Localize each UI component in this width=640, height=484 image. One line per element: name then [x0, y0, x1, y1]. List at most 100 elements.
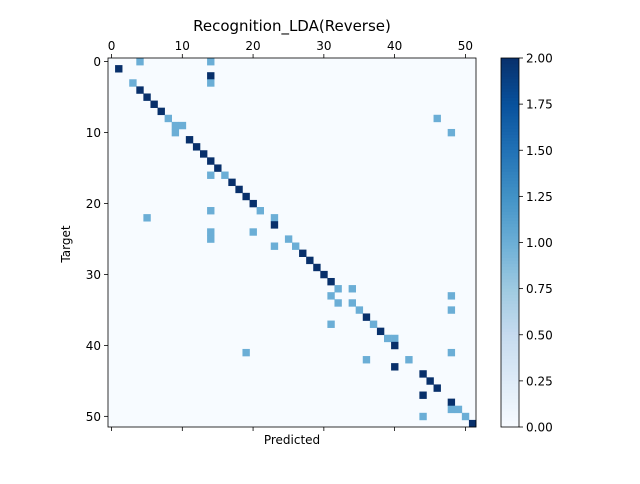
colorbar-gradient-step: [501, 205, 519, 210]
colorbar-gradient-step: [501, 131, 519, 136]
colorbar-gradient-step: [501, 156, 519, 160]
heatmap-cell: [207, 228, 215, 236]
colorbar-tick-label: 0.75: [526, 282, 553, 296]
heatmap-cell: [447, 128, 456, 137]
heatmap-cell: [136, 58, 144, 66]
colorbar-gradient-step: [501, 359, 519, 363]
colorbar-gradient-step: [501, 122, 519, 127]
heatmap-cell: [129, 79, 137, 87]
heatmap-cell: [369, 320, 378, 328]
colorbar-gradient-step: [501, 362, 519, 366]
heatmap-cell: [391, 334, 399, 343]
colorbar-tick-label: 1.50: [526, 144, 553, 158]
colorbar-gradient-step: [501, 331, 519, 336]
colorbar-gradient-step: [501, 202, 519, 207]
heatmap-cell: [447, 306, 456, 314]
heatmap-cell: [391, 363, 399, 371]
colorbar-gradient-step: [501, 297, 519, 302]
heatmap-cell: [391, 341, 399, 350]
colorbar-gradient-step: [501, 380, 519, 385]
colorbar-gradient-step: [501, 328, 519, 333]
colorbar-gradient-step: [501, 273, 519, 277]
colorbar-gradient-step: [501, 322, 519, 326]
colorbar-gradient-step: [501, 294, 519, 299]
colorbar-gradient-step: [501, 125, 519, 130]
colorbar-gradient-step: [501, 383, 519, 388]
colorbar-gradient-step: [501, 141, 519, 145]
heatmap-cell: [327, 320, 335, 328]
colorbar-gradient-step: [501, 353, 519, 357]
heatmap-cell: [348, 285, 356, 293]
heatmap-cell: [143, 93, 151, 101]
y-tick-label: 0: [93, 55, 101, 69]
y-axis-label: Target: [59, 225, 73, 263]
colorbar-gradient-step: [501, 153, 519, 157]
heatmap-cell: [207, 157, 215, 165]
colorbar-gradient-step: [501, 291, 519, 296]
heatmap-cell: [242, 192, 250, 201]
colorbar-tick-label: 1.00: [526, 236, 553, 250]
colorbar-gradient-step: [501, 58, 519, 62]
x-tick-label: 40: [387, 39, 402, 53]
colorbar-gradient-step: [501, 276, 519, 280]
colorbar-gradient-step: [501, 420, 519, 425]
heatmap-cell: [419, 412, 427, 421]
colorbar-gradient-step: [501, 196, 519, 200]
heatmap-cell: [461, 412, 470, 421]
heatmap-cell: [284, 235, 293, 243]
colorbar-gradient-step: [501, 343, 519, 348]
heatmap-cell: [419, 391, 427, 399]
x-tick-label: 20: [245, 39, 260, 53]
heatmap-cell: [157, 107, 165, 116]
colorbar-gradient-step: [501, 91, 519, 96]
colorbar-gradient-step: [501, 119, 519, 123]
colorbar-gradient-step: [501, 220, 519, 225]
colorbar: 0.00 0.25 0.50 0.75 1.00 1.25 1.50 1.75 2.00: [500, 52, 553, 435]
colorbar-gradient-step: [501, 264, 519, 268]
colorbar-gradient-step: [501, 184, 519, 188]
heatmap-cell: [242, 348, 250, 357]
heatmap-cell: [405, 356, 413, 364]
heatmap-cell: [207, 58, 215, 66]
colorbar-gradient-step: [501, 107, 519, 111]
heatmap-plot-area: 0 10 20 30 40 50 0 10 20 30 40 50: [86, 39, 477, 431]
colorbar-gradient-step: [501, 165, 519, 170]
colorbar-gradient-step: [501, 227, 519, 231]
colorbar-gradient-step: [501, 334, 519, 339]
heatmap-cell: [221, 171, 229, 179]
heatmap-cell: [348, 299, 356, 307]
heatmap-cell: [313, 263, 321, 272]
colorbar-gradient-step: [501, 110, 519, 114]
heatmap-cell: [433, 114, 441, 123]
colorbar-gradient-step: [501, 282, 519, 286]
y-tick-label: 40: [86, 339, 101, 353]
heatmap-cell: [235, 185, 243, 194]
colorbar-tick-label: 0.25: [526, 374, 553, 388]
plot-frame: [107, 57, 477, 428]
colorbar-gradient-step: [501, 347, 519, 351]
colorbar-gradient-step: [501, 257, 519, 262]
colorbar-gradient-step: [501, 199, 519, 203]
colorbar-gradient-step: [501, 128, 519, 133]
heatmap-cell: [299, 249, 307, 257]
heatmap-cell: [419, 370, 427, 378]
x-tick-label: 50: [458, 39, 473, 53]
heatmap-cell: [164, 114, 172, 123]
colorbar-gradient-step: [501, 242, 519, 246]
colorbar-gradient-step: [501, 82, 519, 87]
colorbar-gradient-step: [501, 101, 519, 105]
colorbar-tick-label: 1.25: [526, 190, 553, 204]
heatmap-cell: [150, 100, 158, 108]
colorbar-gradient-step: [501, 230, 519, 234]
heatmap-cell: [384, 334, 392, 343]
y-tick-label: 50: [86, 410, 101, 424]
heatmap-cell: [327, 277, 335, 286]
x-axis-label: Predicted: [264, 433, 320, 447]
colorbar-gradient-step: [501, 365, 519, 369]
heatmap-cell: [376, 327, 385, 336]
colorbar-gradient-step: [501, 405, 519, 409]
heatmap-cell: [207, 79, 215, 87]
colorbar-gradient-step: [501, 285, 519, 290]
colorbar-gradient-step: [501, 313, 519, 317]
colorbar-gradient-step: [501, 70, 519, 74]
